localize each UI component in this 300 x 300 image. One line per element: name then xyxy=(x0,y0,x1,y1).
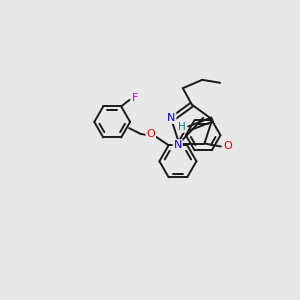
Text: H: H xyxy=(178,122,186,132)
Text: N: N xyxy=(173,140,182,150)
Text: F: F xyxy=(132,93,139,103)
Text: O: O xyxy=(223,142,232,152)
Text: O: O xyxy=(146,130,155,140)
Text: N: N xyxy=(167,113,176,123)
